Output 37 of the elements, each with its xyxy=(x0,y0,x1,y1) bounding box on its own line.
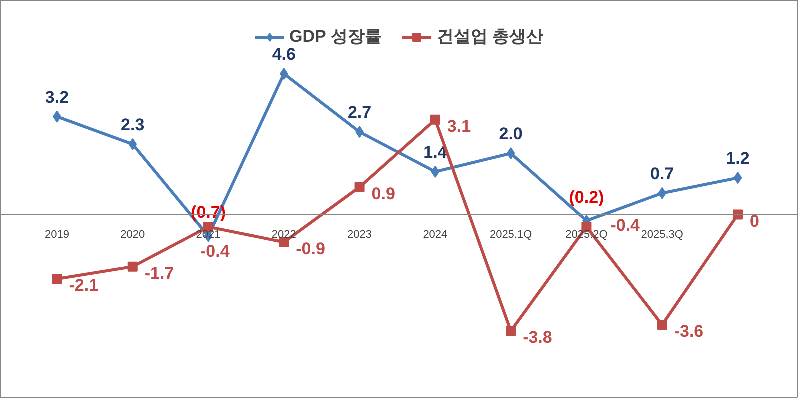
data-label: -0.4 xyxy=(610,216,641,236)
point xyxy=(280,68,288,80)
data-label: 2.7 xyxy=(348,103,372,122)
point xyxy=(506,148,516,160)
data-label: (0.2) xyxy=(569,188,604,207)
x-tick-label: 2020 xyxy=(120,228,146,241)
data-label: 2.3 xyxy=(121,115,145,134)
x-tick-label: 2024 xyxy=(423,228,448,241)
point xyxy=(506,326,516,336)
data-label: -0.9 xyxy=(296,239,326,258)
point xyxy=(128,262,138,272)
point xyxy=(430,114,440,125)
data-label: -2.1 xyxy=(69,276,99,296)
data-label: -3.8 xyxy=(523,328,552,348)
point xyxy=(734,172,742,184)
data-label: 0 xyxy=(750,212,760,231)
data-label: 3.1 xyxy=(447,116,472,136)
x-tick-label: 2025.3Q xyxy=(641,228,684,241)
data-label: 0.9 xyxy=(372,184,396,204)
point xyxy=(431,166,440,178)
x-tick-label: 2025.1Q xyxy=(490,228,533,241)
data-label: 0.7 xyxy=(650,164,674,184)
point xyxy=(128,138,138,150)
point xyxy=(732,210,743,220)
point xyxy=(354,182,365,192)
data-label: 1.2 xyxy=(726,149,750,168)
data-label: 3.2 xyxy=(45,88,70,107)
x-tick-label: 2023 xyxy=(348,228,372,241)
point xyxy=(52,274,62,284)
point xyxy=(657,320,668,330)
data-label: -1.7 xyxy=(144,264,174,283)
legend-label: 건설업 총생산 xyxy=(436,26,544,48)
x-tick-label: 2019 xyxy=(44,228,70,241)
data-label: 2.0 xyxy=(499,124,523,144)
point xyxy=(658,187,667,200)
data-label: -0.4 xyxy=(200,242,230,262)
data-label: -3.6 xyxy=(674,322,704,342)
